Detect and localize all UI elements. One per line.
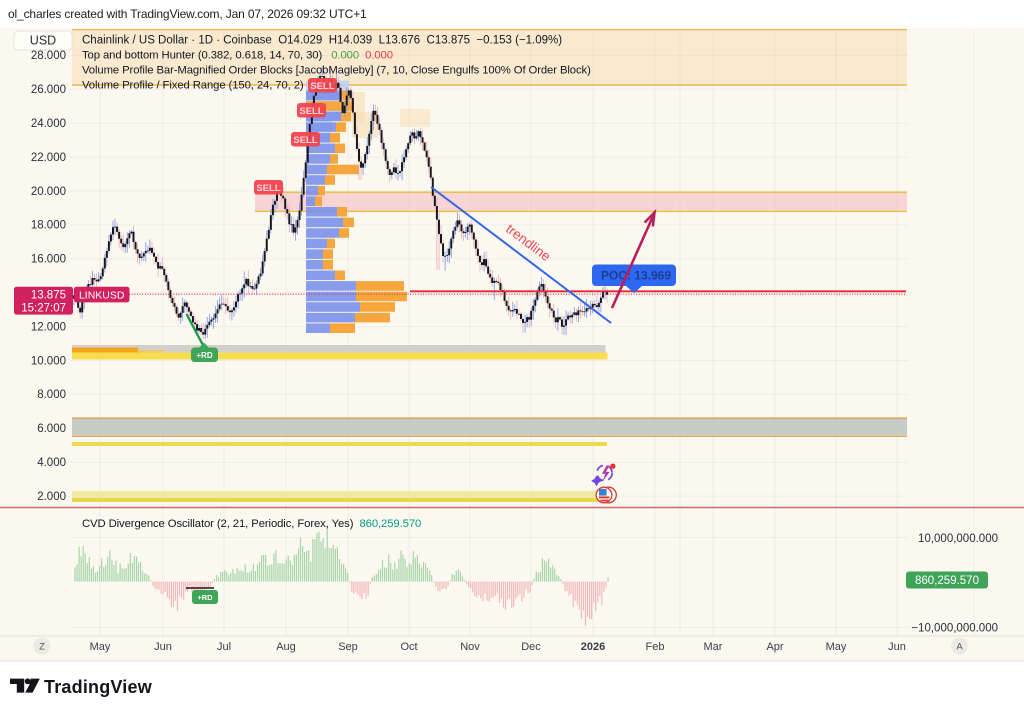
svg-text:860,259.570: 860,259.570 (915, 575, 979, 587)
svg-text:26.000: 26.000 (31, 84, 66, 96)
svg-text:22.000: 22.000 (31, 152, 66, 164)
svg-text:18.000: 18.000 (31, 220, 66, 232)
svg-text:USD: USD (30, 34, 56, 48)
svg-text:+RD: +RD (196, 351, 212, 360)
svg-text:4.000: 4.000 (37, 457, 66, 469)
svg-text:16.000: 16.000 (31, 254, 66, 266)
svg-text:Aug: Aug (276, 641, 296, 653)
svg-text:May: May (90, 641, 111, 653)
svg-text:Apr: Apr (766, 641, 783, 653)
svg-text:Dec: Dec (521, 641, 541, 653)
svg-text:2026: 2026 (581, 641, 605, 653)
svg-text:TradingView: TradingView (44, 677, 153, 697)
svg-text:Nov: Nov (460, 641, 480, 653)
svg-text:24.000: 24.000 (31, 118, 66, 130)
svg-text:12.000: 12.000 (31, 321, 66, 333)
svg-text:2.000: 2.000 (37, 491, 66, 503)
svg-text:LINKUSD: LINKUSD (79, 289, 125, 301)
svg-text:A: A (956, 642, 963, 653)
svg-text:SELL: SELL (299, 106, 323, 117)
svg-text:Top and bottom Hunter (0.382,: Top and bottom Hunter (0.382, 0.618, 14,… (82, 50, 393, 62)
svg-text:POC: 13.969: POC: 13.969 (601, 269, 671, 283)
svg-text:−10,000,000.000: −10,000,000.000 (911, 623, 998, 635)
svg-text:SELL: SELL (256, 183, 280, 194)
svg-text:Jul: Jul (217, 641, 231, 653)
svg-text:SELL: SELL (293, 135, 317, 146)
svg-text:Chainlink / US Dollar · 1D · C: Chainlink / US Dollar · 1D · Coinbase O1… (82, 35, 562, 47)
svg-text:SELL: SELL (310, 81, 334, 92)
svg-text:May: May (826, 641, 847, 653)
svg-text:Feb: Feb (646, 641, 665, 653)
svg-text:8.000: 8.000 (37, 389, 66, 401)
svg-text:CVD Divergence Oscillator (2,: CVD Divergence Oscillator (2, 21, Period… (82, 518, 421, 530)
svg-text:Volume Profile / Fixed Range (: Volume Profile / Fixed Range (150, 24, 7… (82, 80, 304, 92)
svg-text:13.875: 13.875 (31, 289, 66, 301)
svg-text:Volume Profile Bar-Magnified O: Volume Profile Bar-Magnified Order Block… (82, 65, 591, 77)
svg-text:ol_charles created with Tradin: ol_charles created with TradingView.com,… (8, 7, 367, 21)
svg-text:Oct: Oct (400, 641, 417, 653)
svg-text:Jun: Jun (888, 641, 906, 653)
svg-text:6.000: 6.000 (37, 423, 66, 435)
svg-text:15:27:07: 15:27:07 (21, 303, 66, 315)
svg-text:+RD: +RD (197, 593, 213, 602)
svg-text:10.000: 10.000 (31, 355, 66, 367)
svg-text:20.000: 20.000 (31, 186, 66, 198)
svg-text:Jun: Jun (154, 641, 172, 653)
svg-text:Z: Z (39, 642, 45, 653)
svg-text:10,000,000.000: 10,000,000.000 (918, 533, 998, 545)
svg-text:28.000: 28.000 (31, 50, 66, 62)
svg-text:Sep: Sep (338, 641, 358, 653)
svg-text:Mar: Mar (704, 641, 723, 653)
